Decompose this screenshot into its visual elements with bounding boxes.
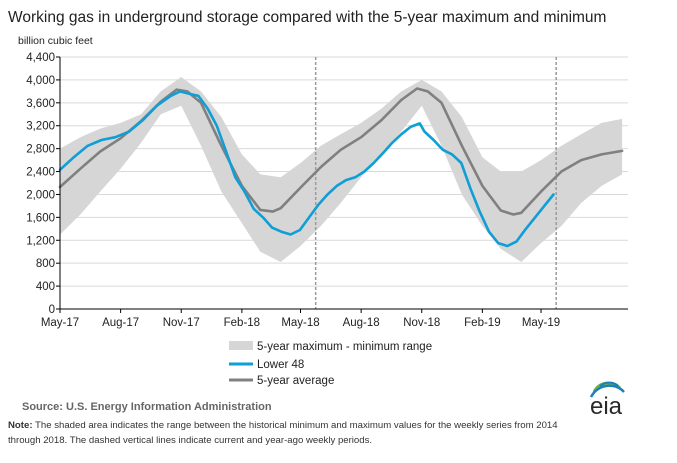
series-lines bbox=[58, 87, 624, 248]
note-label: Note: bbox=[8, 420, 33, 431]
logo-arc-blue-inner bbox=[599, 381, 619, 387]
x-tick-label: Feb-18 bbox=[224, 317, 260, 329]
x-tick-label: Nov-18 bbox=[403, 317, 440, 329]
range-band bbox=[60, 77, 623, 262]
source-text: Source: U.S. Energy Information Administ… bbox=[22, 401, 272, 413]
reference-lines bbox=[314, 57, 557, 309]
x-tick-label: Nov-17 bbox=[163, 317, 200, 329]
x-tick-label: Aug-17 bbox=[102, 317, 139, 329]
y-tick-label: 1,600 bbox=[26, 212, 55, 224]
y-tick-label: 4,000 bbox=[26, 75, 55, 87]
y-axis-units-label: billion cubic feet bbox=[18, 35, 93, 47]
y-tick-label: 4,400 bbox=[26, 52, 55, 64]
x-tick-label: May-18 bbox=[281, 317, 319, 329]
axes bbox=[56, 56, 628, 313]
x-tick-labels: May-17 Aug-17 Nov-17 Feb-18 May-18 Aug-18 Nov-… bbox=[41, 317, 560, 329]
y-tick-label: 3,200 bbox=[26, 121, 55, 133]
legend-label-range: 5-year maximum - minimum range bbox=[257, 341, 432, 353]
logo-arc-blue bbox=[589, 384, 625, 398]
y-tick-labels: 0 400 800 1,200 1,600 2,000 2,400 2,800 3,200 3,6… bbox=[26, 52, 55, 316]
chart-title: Working gas in underground storage compa… bbox=[8, 9, 606, 26]
y-tick-label: 400 bbox=[36, 281, 55, 293]
range-band-layer bbox=[60, 77, 623, 262]
y-tick-label: 2,400 bbox=[26, 167, 55, 179]
x-tick-label: Feb-19 bbox=[464, 317, 500, 329]
y-tick-label: 2,000 bbox=[26, 189, 55, 201]
x-tick-label: May-17 bbox=[41, 317, 79, 329]
legend: 5-year maximum - minimum range Lower 48 … bbox=[229, 341, 432, 387]
legend-label-avg: 5-year average bbox=[257, 375, 334, 387]
note-line-2: through 2018. The dashed vertical lines … bbox=[8, 435, 372, 446]
x-tick-label: Aug-18 bbox=[343, 317, 380, 329]
logo-text: eia bbox=[590, 393, 623, 420]
y-tick-label: 800 bbox=[36, 258, 55, 270]
y-tick-label: 0 bbox=[49, 304, 55, 316]
note-line-1: Note: The shaded area indicates the rang… bbox=[8, 420, 558, 431]
y-tick-label: 1,200 bbox=[26, 235, 55, 247]
note-text-1: The shaded area indicates the range betw… bbox=[33, 420, 559, 431]
legend-label-lower48: Lower 48 bbox=[257, 359, 304, 371]
line-lower-48 bbox=[58, 90, 555, 248]
x-tick-label: May-19 bbox=[522, 317, 560, 329]
y-tick-label: 2,800 bbox=[26, 144, 55, 156]
legend-swatch-range bbox=[229, 341, 253, 350]
eia-logo: eia bbox=[589, 381, 625, 420]
y-tick-label: 3,600 bbox=[26, 98, 55, 110]
